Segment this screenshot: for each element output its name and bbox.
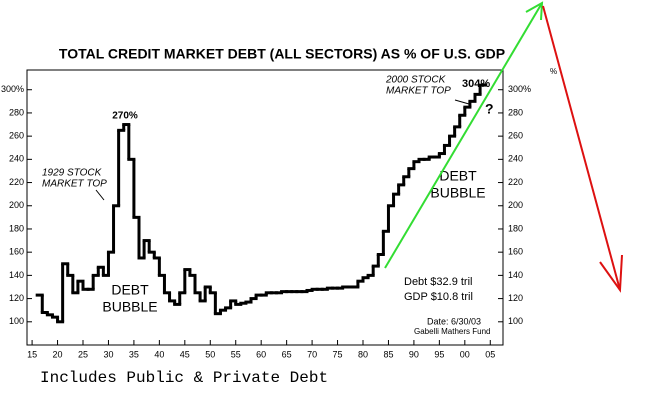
x-tick-label: 20	[53, 349, 63, 359]
y-tick-label: 220	[9, 177, 24, 187]
x-tick-label: 45	[180, 349, 190, 359]
annotation: MARKET TOP	[386, 86, 451, 97]
annotation: 304%	[462, 78, 490, 90]
annotation: BUBBLE	[430, 185, 485, 201]
y-tick-label: 300%	[1, 84, 24, 94]
x-tick-label: 60	[256, 349, 266, 359]
annotation: %	[550, 67, 557, 76]
annotation: Debt $32.9 tril	[404, 276, 472, 288]
x-tick-label: 85	[383, 349, 393, 359]
footnote: Includes Public & Private Debt	[40, 369, 328, 387]
y-tick-label: 120	[9, 293, 24, 303]
annotation: GDP $10.8 tril	[404, 291, 473, 303]
annotation-arrow	[95, 189, 105, 201]
annotation: 1929 STOCK	[42, 168, 103, 179]
y-tick-label: 140	[508, 270, 523, 280]
annotation: ?	[485, 101, 494, 117]
x-tick-label: 05	[485, 349, 495, 359]
y-tick-label: 240	[508, 154, 523, 164]
y-tick-label: 180	[9, 223, 24, 233]
y-tick-label: 300%	[508, 84, 531, 94]
y-tick-label: 140	[9, 270, 24, 280]
x-tick-label: 00	[460, 349, 470, 359]
x-tick-label: 70	[307, 349, 317, 359]
x-tick-label: 25	[78, 349, 88, 359]
y-tick-label: 180	[508, 223, 523, 233]
x-tick-label: 65	[282, 349, 292, 359]
annotation: 270%	[112, 111, 138, 122]
x-tick-label: 75	[333, 349, 343, 359]
y-tick-label: 160	[9, 247, 24, 257]
annotation: 2000 STOCK	[385, 75, 447, 86]
y-tick-label: 200	[508, 200, 523, 210]
annotation: DEBT	[439, 168, 477, 184]
x-tick-label: 95	[434, 349, 444, 359]
annotation-arrow	[454, 99, 470, 105]
annotation: MARKET TOP	[42, 179, 107, 190]
y-tick-label: 100	[9, 316, 24, 326]
x-tick-label: 55	[231, 349, 241, 359]
x-tick-label: 90	[409, 349, 419, 359]
y-tick-label: 220	[508, 177, 523, 187]
y-tick-label: 280	[508, 107, 523, 117]
x-tick-label: 30	[103, 349, 113, 359]
red-arrow	[542, 5, 623, 293]
annotation: DEBT	[111, 282, 149, 298]
y-tick-label: 120	[508, 293, 523, 303]
x-tick-label: 15	[27, 349, 37, 359]
x-tick-label: 80	[358, 349, 368, 359]
y-tick-label: 240	[9, 154, 24, 164]
chart-title: TOTAL CREDIT MARKET DEBT (ALL SECTORS) A…	[59, 46, 505, 62]
annotation: BUBBLE	[102, 299, 157, 315]
green-arrow	[384, 1, 544, 269]
annotation: Gabelli Mathers Fund	[414, 327, 490, 336]
y-tick-label: 200	[9, 200, 24, 210]
plot-frame	[26, 69, 504, 346]
x-tick-label: 40	[154, 349, 164, 359]
x-tick-label: 35	[129, 349, 139, 359]
y-tick-label: 280	[9, 107, 24, 117]
y-tick-label: 260	[9, 131, 24, 141]
x-tick-label: 50	[205, 349, 215, 359]
y-tick-label: 260	[508, 131, 523, 141]
y-tick-label: 100	[508, 316, 523, 326]
annotation: Date: 6/30/03	[427, 316, 481, 326]
y-tick-label: 160	[508, 247, 523, 257]
